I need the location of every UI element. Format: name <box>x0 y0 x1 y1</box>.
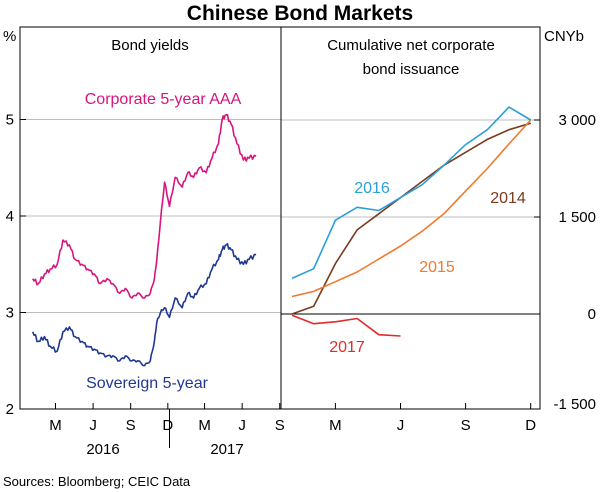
series-label-2014: 2014 <box>490 190 526 207</box>
year-label-2017: 2017 <box>210 441 243 458</box>
series-label-corporate-5-year-aaa: Corporate 5-year AAA <box>85 91 242 108</box>
issuance-x-tick-label-j: J <box>397 417 405 434</box>
series-line-2015 <box>291 119 532 298</box>
series-lines <box>31 106 532 367</box>
series-line-2014 <box>291 122 531 315</box>
yield-x-tick-label-s-6: S <box>275 417 285 434</box>
series-labels: Corporate 5-year AAA Sovereign 5-year 2014… <box>85 91 526 392</box>
yield-x-tick-label-d-3: D <box>162 417 173 434</box>
yield-x-tick-label-s-2: S <box>126 417 136 434</box>
right-y-tick-label-1-500: -1 500 <box>553 396 596 413</box>
left-y-tick-label-5: 5 <box>6 112 14 129</box>
right-axis-unit: CNYb <box>544 28 584 45</box>
right-y-tick-label-1-500: 1 500 <box>558 209 596 226</box>
right-y-tick-label-0: 0 <box>588 306 596 323</box>
chart-title: Chinese Bond Markets <box>187 2 413 25</box>
yield-x-tick-label-m-4: M <box>198 417 211 434</box>
series-line-2016 <box>291 106 532 280</box>
issuance-x-tick-label-d: D <box>525 417 536 434</box>
issuance-panel-title-line2: bond issuance <box>363 61 460 78</box>
left-y-tick-label-3: 3 <box>6 305 14 322</box>
series-label-2015: 2015 <box>419 259 455 276</box>
left-y-tick-label-2: 2 <box>6 401 14 418</box>
left-axis-unit: % <box>3 28 16 45</box>
gridlines <box>20 119 540 315</box>
issuance-panel-title-line1: Cumulative net corporate <box>327 37 495 54</box>
series-label-2017: 2017 <box>329 339 365 356</box>
year-label-2016: 2016 <box>86 441 119 458</box>
issuance-x-tick-label-s: S <box>461 417 471 434</box>
yield-x-tick-label-m-0: M <box>49 417 62 434</box>
series-line-sovereign-5-year <box>31 243 257 367</box>
yield-x-tick-label-j-5: J <box>238 417 246 434</box>
right-y-tick-label-3-000: 3 000 <box>558 112 596 129</box>
axis-ticks: 2 3 4 5 M J S D M J S 2016 2017 -1 500 0 1 500 3 000 M J S D <box>6 112 596 459</box>
left-y-tick-label-4: 4 <box>6 208 14 225</box>
series-line-corporate-5-year-aaa <box>32 113 257 299</box>
series-label-2016: 2016 <box>354 180 390 197</box>
series-label-sovereign-5-year: Sovereign 5-year <box>86 375 209 392</box>
source-note: Sources: Bloomberg; CEIC Data <box>3 474 191 489</box>
yields-panel-title: Bond yields <box>111 37 189 54</box>
plot-frame <box>19 26 541 410</box>
series-line-2017 <box>291 314 401 337</box>
issuance-x-tick-label-m: M <box>329 417 342 434</box>
yield-x-tick-label-j-1: J <box>89 417 97 434</box>
